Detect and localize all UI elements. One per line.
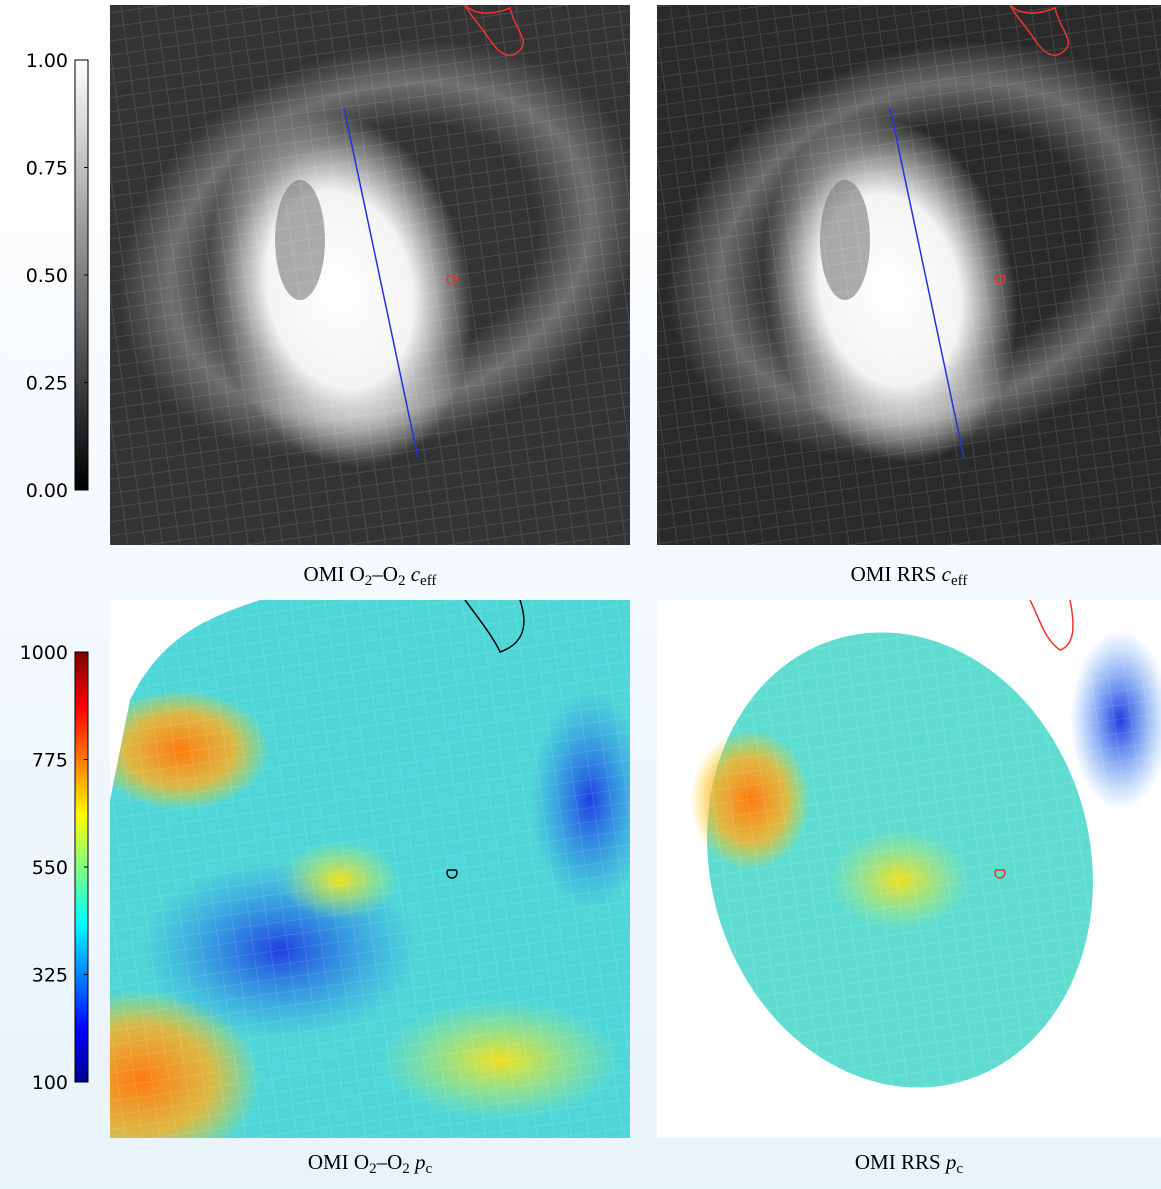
caption-var: p	[415, 1150, 426, 1174]
colorbar-tick-label: 100	[32, 1072, 68, 1094]
page: 0.00 0.25 0.50 0.75 1.00 100 325 550 775 1000 OMI…	[0, 0, 1161, 1189]
colorbar-tick-label: 1000	[20, 642, 68, 664]
caption-sub: 2	[369, 1161, 377, 1177]
caption-sub: c	[426, 1161, 433, 1177]
caption-sub: c	[956, 1161, 963, 1177]
colorbar-tick-label: 0.50	[26, 265, 68, 287]
caption-text: –O	[372, 562, 398, 586]
caption-text: –O	[377, 1150, 403, 1174]
caption-text: OMI RRS	[855, 1150, 941, 1174]
caption-text: OMI RRS	[851, 562, 937, 586]
colorbar-tick-label: 0.75	[26, 158, 68, 180]
caption-var: p	[946, 1150, 957, 1174]
caption-sub: 2	[398, 573, 406, 589]
caption: OMI O2–O2 ceff	[110, 562, 630, 590]
caption: OMI RRS pc	[649, 1150, 1161, 1178]
caption-var: c	[942, 562, 951, 586]
panel-image	[58, 0, 702, 545]
caption-sub: eff	[951, 573, 967, 589]
colorbars: 0.00 0.25 0.50 0.75 1.00 100 325 550 775 1000	[20, 50, 88, 1094]
caption-sub: eff	[420, 573, 436, 589]
caption-sub: 2	[402, 1161, 410, 1177]
colorbar-tick-label: 0.00	[26, 480, 68, 502]
caption-text: OMI O	[308, 1150, 369, 1174]
figure: 0.00 0.25 0.50 0.75 1.00 100 325 550 775 1000	[0, 0, 1161, 1189]
caption: OMI RRS ceff	[649, 562, 1161, 590]
panel-image	[20, 600, 650, 1170]
panel-image	[657, 589, 1161, 1138]
colorbar-tick-label: 775	[32, 750, 68, 772]
panel-image	[608, 0, 1161, 545]
colorbar-tick-label: 550	[32, 857, 68, 879]
caption-var: c	[411, 562, 420, 586]
colorbar-tick-label: 325	[32, 965, 68, 987]
colorbar-tick-label: 0.25	[26, 373, 68, 395]
caption-text: OMI O	[304, 562, 365, 586]
colorbar-tick-label: 1.00	[26, 50, 68, 72]
caption: OMI O2–O2 pc	[110, 1150, 630, 1178]
